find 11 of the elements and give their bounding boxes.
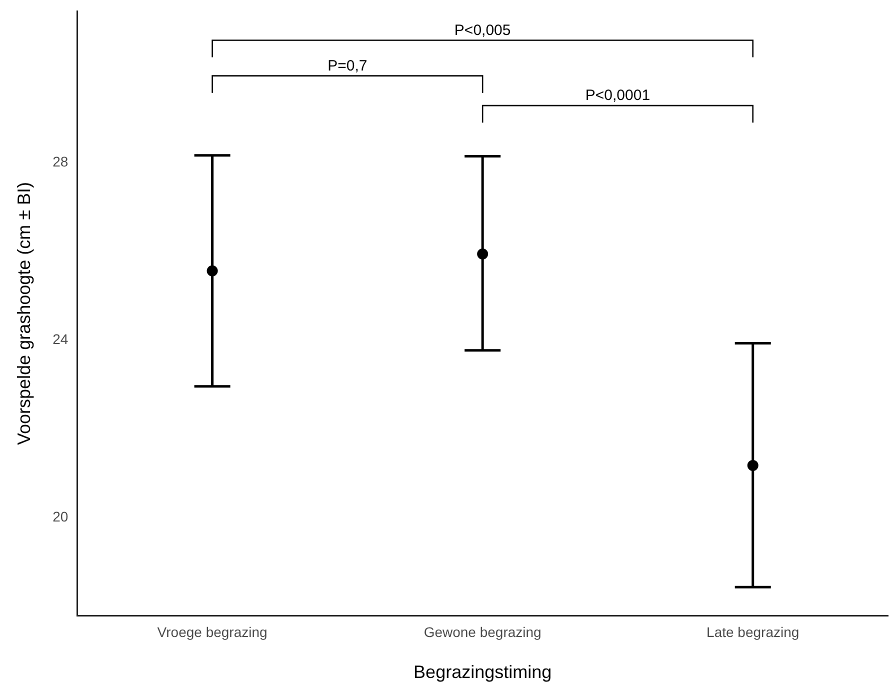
annotation: P<0,0001 bbox=[585, 87, 650, 104]
y-tick-label: 28 bbox=[52, 153, 68, 170]
x-axis-title: Begrazingstiming bbox=[414, 662, 552, 682]
annotation: P=0,7 bbox=[328, 57, 368, 74]
x-tick-label: Late begrazing bbox=[706, 624, 800, 640]
y-tick-label: 20 bbox=[52, 508, 68, 525]
annotation: P<0,005 bbox=[454, 22, 511, 39]
x-tick-label: Gewone begrazing bbox=[424, 624, 542, 640]
y-axis-title: Voorspelde grashoogte (cm ± BI) bbox=[14, 182, 34, 446]
y-tick-label: 24 bbox=[52, 331, 68, 348]
x-tick-label: Vroege begrazing bbox=[157, 624, 268, 640]
